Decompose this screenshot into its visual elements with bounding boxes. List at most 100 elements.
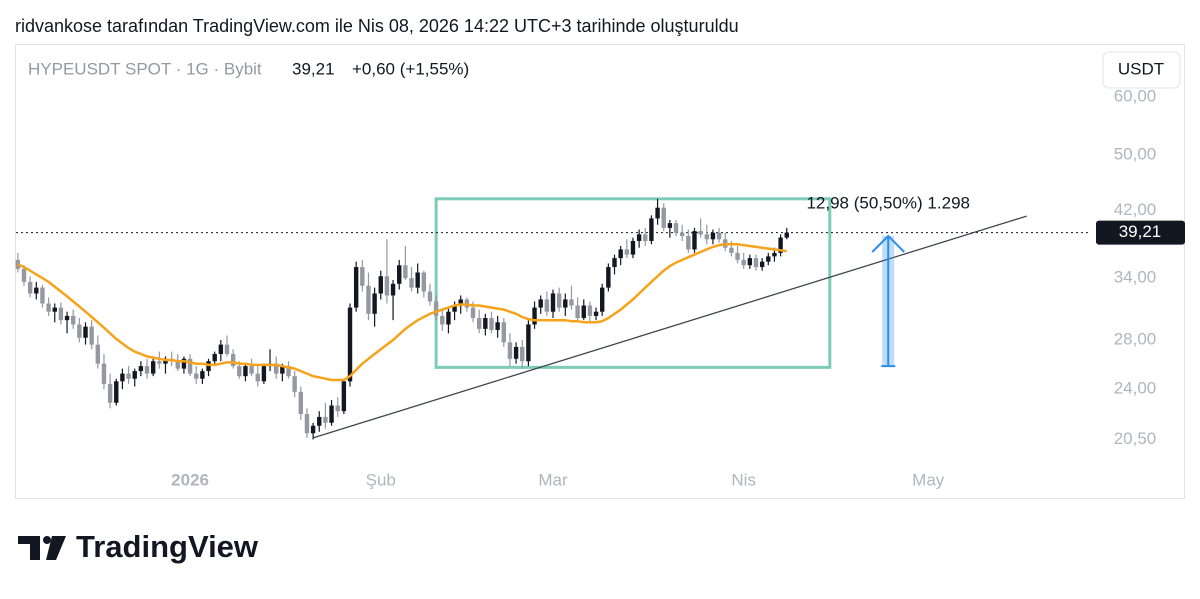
candle-body	[556, 293, 562, 308]
candle-body	[194, 373, 199, 379]
candle-body	[304, 414, 310, 434]
candle-body	[784, 232, 789, 238]
candle-body	[729, 247, 734, 253]
trendline	[312, 215, 1027, 439]
candle-body	[587, 305, 593, 316]
candle-body	[778, 237, 783, 253]
candle-body	[206, 361, 211, 372]
candle-body	[243, 366, 248, 377]
candle-body	[415, 272, 420, 288]
x-tick-label: Nis	[731, 470, 756, 489]
candle-body	[563, 299, 568, 308]
last-price-label: 39,21	[1119, 222, 1162, 241]
candle-body	[495, 322, 500, 330]
candle-body	[310, 425, 316, 434]
candle-body	[329, 405, 334, 423]
currency[interactable]: USDT	[1118, 59, 1164, 78]
candle-body	[710, 232, 716, 240]
logo-text: TradingView	[76, 529, 259, 564]
candle-body	[766, 256, 771, 262]
candle-body	[107, 383, 113, 403]
y-tick-label: 42,00	[1114, 200, 1157, 219]
candle-body	[581, 305, 586, 319]
x-tick-label: May	[912, 470, 945, 489]
candle-body	[249, 366, 254, 374]
candle-body	[772, 252, 777, 257]
last-price-tag	[1096, 220, 1185, 245]
symbol-title: HYPEUSDT SPOT · 1G · Bybit	[28, 59, 262, 78]
candle-body	[501, 322, 506, 343]
candle-body	[409, 278, 414, 288]
candle-body	[218, 344, 224, 354]
candle-body	[612, 258, 617, 268]
candle-body	[446, 311, 451, 325]
candle-body	[132, 371, 137, 379]
x-tick-label: Mar	[538, 470, 568, 489]
currency-button[interactable]	[1102, 51, 1181, 89]
candle-body	[667, 223, 673, 228]
candle-body	[21, 268, 27, 282]
candle-body	[403, 265, 408, 279]
candle-body	[507, 342, 513, 359]
candle-body	[433, 301, 439, 316]
y-tick-label: 50,00	[1114, 145, 1157, 164]
candle-body	[532, 307, 537, 325]
candle-body	[569, 299, 574, 306]
candle-body	[360, 267, 365, 286]
candle-body	[704, 234, 709, 240]
price-range-label: 12,98 (50,50%) 1.298	[806, 193, 970, 212]
candle-body	[378, 276, 383, 294]
candle-body	[101, 363, 107, 384]
candle-body	[759, 261, 765, 268]
candle-body	[144, 366, 150, 374]
change: +0,60 (+1,55%)	[352, 59, 469, 78]
candle-body	[83, 326, 88, 338]
candle-body	[212, 353, 217, 362]
candle-body	[513, 346, 519, 359]
candle-body	[157, 361, 162, 364]
candle-body	[643, 234, 648, 241]
candle-body	[544, 299, 550, 312]
candle-body	[692, 231, 697, 250]
candle-body	[120, 373, 125, 382]
last-value: 39,21	[292, 59, 335, 78]
candle-body	[470, 307, 476, 319]
candle-body	[489, 318, 494, 330]
candle-body	[397, 265, 402, 284]
candle-body	[273, 363, 279, 374]
candle-body	[698, 231, 703, 235]
candle-body	[181, 358, 187, 369]
candle-body	[538, 299, 543, 308]
y-tick-label: 24,00	[1114, 379, 1157, 398]
candle-body	[255, 373, 260, 382]
candle-body	[52, 307, 57, 312]
candle-body	[280, 366, 285, 374]
candle-body	[630, 240, 636, 255]
candle-body	[34, 287, 39, 294]
candle-body	[458, 299, 463, 306]
logo-icon	[18, 536, 66, 560]
candle-body	[175, 361, 180, 369]
candle-body	[384, 276, 390, 296]
candle-body	[150, 361, 156, 374]
candle-body	[224, 344, 230, 354]
y-tick-label: 20,50	[1114, 429, 1157, 448]
candle-body	[679, 232, 685, 237]
candle-body	[390, 283, 396, 296]
candle-body	[655, 207, 660, 219]
candle-body	[298, 391, 304, 415]
candle-body	[440, 315, 445, 325]
candle-body	[347, 307, 353, 382]
candle-body	[114, 381, 119, 403]
candle-body	[735, 252, 740, 260]
candle-body	[624, 249, 630, 255]
candle-body	[89, 326, 94, 345]
candle-body	[741, 259, 746, 266]
candle-body	[526, 324, 531, 362]
candle-body	[636, 234, 642, 241]
y-tick-label: 28,00	[1114, 330, 1157, 349]
candle-body	[237, 366, 242, 377]
candle-body	[200, 371, 205, 379]
candle-body	[138, 366, 144, 372]
